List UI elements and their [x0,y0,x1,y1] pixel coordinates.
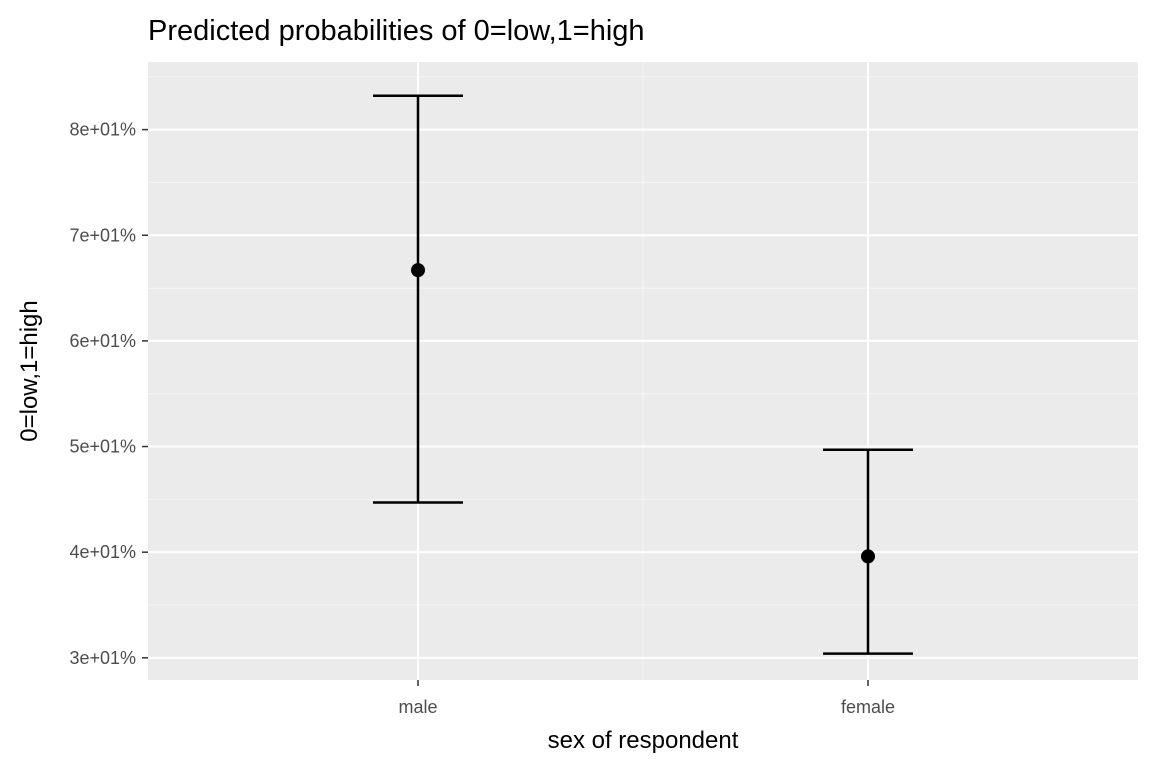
x-tick-label: male [398,697,437,717]
y-tick-label: 3e+01% [69,648,136,668]
y-axis-ticks: 3e+01% 4e+01% 5e+01% 6e+01% 7e+01% 8e+01% [69,120,148,668]
error-bar-marks [373,94,913,655]
y-tick-label: 4e+01% [69,542,136,562]
y-axis-title: 0=low,1=high [16,300,43,441]
point-male [411,263,425,278]
chart-title: Predicted probabilities of 0=low,1=high [148,15,645,47]
y-tick-label: 8e+01% [69,120,136,140]
y-tick-label: 7e+01% [69,225,136,245]
y-tick-label: 6e+01% [69,331,136,351]
x-axis-ticks: male female [398,680,895,717]
point-female [861,549,875,564]
x-axis-title: sex of respondent [548,727,739,754]
x-tick-label: female [841,697,895,717]
y-tick-label: 5e+01% [69,437,136,457]
